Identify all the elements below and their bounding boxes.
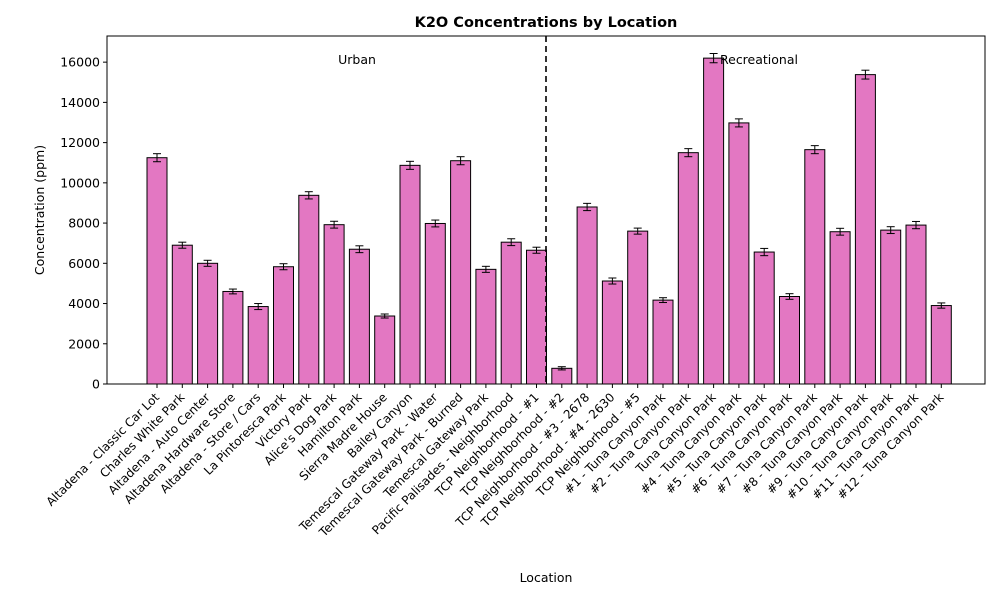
bar [703, 57, 725, 385]
region-label-urban: Urban [338, 52, 376, 67]
error-bar [507, 238, 516, 247]
bars-group [146, 57, 952, 385]
error-bar [912, 220, 920, 230]
y-axis: 0 2000 4000 6000 8000 10000 12000 14000 16000 [60, 55, 107, 392]
bar [197, 262, 219, 385]
bar [450, 160, 472, 385]
error-bar [456, 156, 465, 166]
chart-title: K2O Concentrations by Location [415, 15, 678, 31]
error-bar [810, 145, 819, 155]
bar [298, 194, 320, 385]
error-bar [684, 148, 693, 158]
error-bar [203, 259, 212, 267]
bar [677, 152, 699, 385]
y-tick-label: 2000 [68, 336, 100, 351]
error-bar [608, 277, 617, 285]
bar [779, 295, 800, 385]
bar [880, 229, 902, 385]
bar [601, 280, 623, 385]
bar [222, 290, 244, 385]
bar [399, 164, 421, 385]
y-tick-label: 4000 [68, 296, 100, 311]
error-bar [734, 118, 743, 128]
x-tick-label: Altadena - Auto Center [106, 390, 213, 497]
bar [171, 244, 193, 385]
y-tick-label: 6000 [68, 256, 100, 271]
error-bar [380, 313, 389, 319]
error-bar [886, 226, 895, 235]
bar [804, 149, 826, 385]
y-tick-label: 12000 [60, 135, 100, 150]
y-tick-label: 0 [92, 377, 100, 392]
error-bar [836, 227, 845, 236]
bar [323, 224, 345, 385]
y-tick-label: 16000 [60, 55, 100, 70]
error-bar [431, 219, 440, 228]
y-tick-label: 14000 [60, 95, 100, 110]
bar [146, 157, 168, 385]
error-bar [254, 303, 263, 311]
bar [627, 230, 649, 385]
bar [247, 306, 269, 385]
error-bar [557, 366, 566, 371]
bar [500, 241, 522, 385]
bar [753, 251, 775, 385]
bar [652, 299, 674, 385]
error-bar [153, 153, 161, 163]
error-bar [330, 220, 339, 229]
error-bar [178, 241, 187, 249]
x-axis-label: Location [520, 570, 573, 585]
bar [829, 231, 851, 385]
bar [273, 266, 294, 385]
error-bar [633, 227, 642, 235]
error-bars-group [153, 53, 946, 371]
bar [854, 74, 876, 385]
bar [348, 248, 370, 385]
error-bar [481, 265, 490, 273]
y-tick-label: 10000 [60, 175, 100, 190]
error-bar [532, 246, 541, 254]
error-bar [355, 245, 364, 254]
error-bar [279, 263, 288, 271]
error-bar [937, 302, 946, 309]
region-label-recreational: Recreational [720, 52, 798, 67]
error-bar [659, 297, 667, 304]
bar [374, 315, 396, 385]
error-bar [228, 288, 237, 295]
error-bar [861, 69, 870, 80]
y-axis-label: Concentration (ppm) [32, 145, 47, 275]
bar [930, 305, 952, 385]
bar [576, 206, 598, 385]
bar [905, 224, 927, 385]
error-bar [304, 191, 313, 200]
bar [551, 367, 573, 385]
error-bar [785, 293, 794, 300]
error-bar [709, 53, 718, 64]
bar [475, 268, 497, 385]
error-bar [760, 247, 769, 257]
y-tick-label: 8000 [68, 216, 100, 231]
error-bar [583, 202, 592, 212]
bar [424, 222, 446, 385]
plot-frame [106, 35, 986, 385]
bar [526, 249, 547, 385]
error-bar [406, 160, 414, 170]
bar [728, 122, 750, 385]
